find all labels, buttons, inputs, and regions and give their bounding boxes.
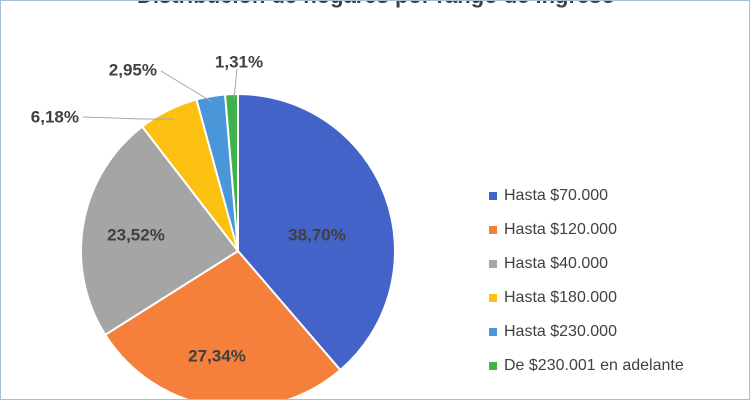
data-label: 23,52% [107,225,165,244]
pie-slice [237,92,396,372]
leader-line [233,68,238,100]
legend-label: Hasta $230.000 [504,323,617,340]
data-label: 38,70% [288,225,346,244]
data-label: 6,18% [31,107,79,126]
legend-entry: Hasta $230.000 [489,315,684,349]
legend-entry: Hasta $180.000 [489,281,684,315]
legend-entry: De $230.001 en adelante [489,349,684,383]
legend-entry: Hasta $120.000 [489,213,684,247]
legend-label: Hasta $70.000 [504,187,609,204]
data-label: 1,31% [215,52,263,71]
legend-swatch [489,362,497,370]
legend-label: Hasta $40.000 [504,255,609,272]
chart-legend: Hasta $70.000 Hasta $120.000 Hasta $40.000… [489,179,684,383]
legend-swatch [489,192,497,200]
leader-line [160,70,213,103]
legend-swatch [489,260,497,268]
legend-label: Hasta $120.000 [504,221,617,238]
data-label: 27,34% [188,346,246,365]
legend-entry: Hasta $70.000 [489,179,684,213]
legend-swatch [489,328,497,336]
pie-slice [103,249,342,399]
leader-line [82,116,174,120]
legend-entry: Hasta $40.000 [489,247,684,281]
pie-slice [80,125,240,337]
pie-slice [224,92,239,252]
legend-swatch [489,294,497,302]
data-label: 2,95% [109,60,157,79]
chart-title: Distribución de hogares por rango de ing… [1,1,749,9]
legend-label: Hasta $180.000 [504,289,617,306]
legend-label: De $230.001 en adelante [504,357,684,374]
legend-swatch [489,226,497,234]
